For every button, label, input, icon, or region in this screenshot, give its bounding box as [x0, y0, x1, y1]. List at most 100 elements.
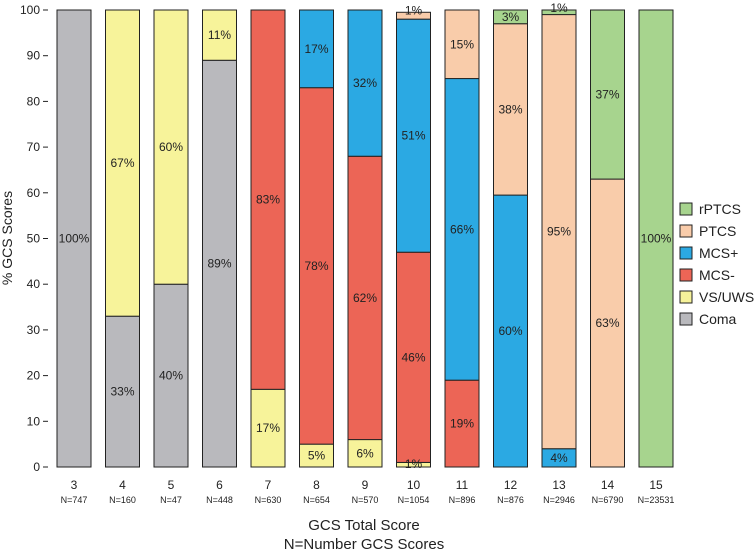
bar-value-label: 83%	[256, 193, 280, 207]
x-tick-label: 8	[313, 478, 320, 492]
y-axis-label: % GCS Scores	[0, 191, 15, 285]
bar-segment-mcs-	[396, 18, 431, 253]
legend-entry-label: VS/UWS	[699, 289, 754, 305]
bar-value-label: 6%	[356, 446, 374, 460]
bar-segment-mcs-	[396, 251, 431, 463]
x-tick-label: 15	[649, 478, 663, 492]
bar-value-label: 1%	[550, 1, 568, 15]
x-tick-label: 10	[407, 478, 421, 492]
y-tick-label: 10	[27, 414, 41, 428]
bar-segment-ptcs	[396, 11, 431, 20]
bar-value-label: 17%	[304, 42, 328, 56]
y-tick-label: 60	[27, 186, 41, 200]
x-tick-label: 13	[552, 478, 566, 492]
bar-segment-mcs-	[347, 9, 383, 157]
bar-value-label: 100%	[641, 232, 672, 246]
bar-value-label: 89%	[207, 257, 231, 271]
y-tick-label: 80	[27, 94, 41, 108]
bar-segment-rptcs	[638, 9, 674, 468]
bar-segment-ptcs	[493, 23, 528, 196]
bar-segment-mcs-	[444, 379, 480, 468]
bar-value-label: 33%	[110, 385, 134, 399]
bar-value-label: 62%	[353, 291, 377, 305]
x-count-label: N=6790	[592, 495, 624, 505]
x-tick-label: 9	[362, 478, 369, 492]
bar-segment-mcs-	[299, 9, 334, 89]
legend-swatch	[679, 246, 693, 260]
bar-segment-vs-uws	[153, 9, 189, 285]
legend-swatch	[679, 202, 693, 216]
legend-entry-label: rPTCS	[699, 201, 741, 217]
bar-value-label: 19%	[450, 417, 474, 431]
legend-swatch	[679, 224, 693, 238]
x-count-label: N=876	[497, 495, 524, 505]
legend-swatch	[679, 312, 693, 326]
bar-segment-rptcs	[541, 9, 577, 16]
legend: rPTCS PTCS MCS+ MCS- VS/UWS Coma	[679, 201, 754, 327]
bar-value-label: 1%	[405, 457, 423, 471]
x-axis-label: GCS Total Score	[308, 517, 419, 534]
y-tick-label: 50	[27, 232, 41, 246]
bar-segment-coma	[56, 9, 92, 468]
bar-value-label: 37%	[595, 88, 619, 102]
bar-segment-rptcs	[493, 9, 528, 25]
x-count-label: N=160	[109, 495, 136, 505]
bar-segment-ptcs	[444, 9, 480, 80]
bar-value-label: 67%	[110, 156, 134, 170]
bar-value-label: 15%	[450, 37, 474, 51]
bar-value-label: 78%	[304, 259, 328, 273]
bar-segment-mcs-	[299, 87, 334, 445]
x-axis-label-secondary: N=Number GCS Scores	[284, 536, 444, 551]
y-tick-label: 30	[27, 323, 41, 337]
bar-value-label: 38%	[498, 102, 522, 116]
y-tick-label: 70	[27, 140, 41, 154]
legend-entry-label: PTCS	[699, 223, 736, 239]
x-count-label: N=448	[206, 495, 233, 505]
bar-segment-ptcs	[590, 178, 625, 468]
x-tick-label: 3	[71, 478, 78, 492]
bars-group	[56, 9, 674, 468]
x-count-label: N=47	[160, 495, 182, 505]
x-tick-label: 7	[265, 478, 272, 492]
bar-value-label: 5%	[308, 449, 326, 463]
x-tick-label: 4	[119, 478, 126, 492]
x-axis: 3 N=747 4 N=160 5 N=47 6 N=448 7 N=630 8 N=654 9 N=57…	[61, 478, 675, 505]
bar-value-label: 4%	[550, 451, 568, 465]
x-tick-label: 12	[504, 478, 518, 492]
bar-value-label: 3%	[502, 10, 520, 24]
x-count-label: N=896	[449, 495, 476, 505]
y-tick-label: 90	[27, 49, 41, 63]
bar-labels-group: 100% 33% 67% 40% 60% 89% 11% 17% 83% 5% 78% 17% 6% 62…	[59, 1, 672, 471]
y-tick-label: 20	[27, 369, 41, 383]
x-tick-label: 6	[216, 478, 223, 492]
x-count-label: N=570	[352, 495, 379, 505]
bar-segment-ptcs	[541, 14, 577, 450]
x-count-label: N=630	[255, 495, 282, 505]
bar-segment-coma	[153, 283, 189, 468]
bar-value-label: 1%	[405, 3, 423, 17]
bar-value-label: 32%	[353, 76, 377, 90]
y-tick-label: 40	[27, 277, 41, 291]
x-count-label: N=654	[303, 495, 330, 505]
bar-segment-vs-uws	[347, 439, 383, 468]
bar-segment-mcs-	[250, 9, 286, 390]
bar-segment-vs-uws	[202, 9, 237, 61]
bar-segment-vs-uws	[105, 9, 140, 317]
x-count-label: N=2946	[543, 495, 575, 505]
bar-value-label: 66%	[450, 222, 474, 236]
y-tick-label: 100	[20, 3, 40, 17]
bar-value-label: 11%	[208, 28, 231, 42]
bar-segment-mcs-	[347, 155, 383, 441]
bar-segment-rptcs	[590, 9, 625, 180]
x-tick-label: 14	[601, 478, 615, 492]
bar-value-label: 46%	[401, 350, 425, 364]
bar-value-label: 60%	[498, 324, 522, 338]
x-count-label: N=747	[61, 495, 88, 505]
bar-value-label: 17%	[256, 421, 280, 435]
legend-entry-label: MCS-	[699, 267, 735, 283]
legend-swatch	[679, 268, 693, 282]
bar-value-label: 40%	[159, 369, 183, 383]
bar-value-label: 51%	[401, 129, 425, 143]
bar-value-label: 100%	[59, 232, 90, 246]
